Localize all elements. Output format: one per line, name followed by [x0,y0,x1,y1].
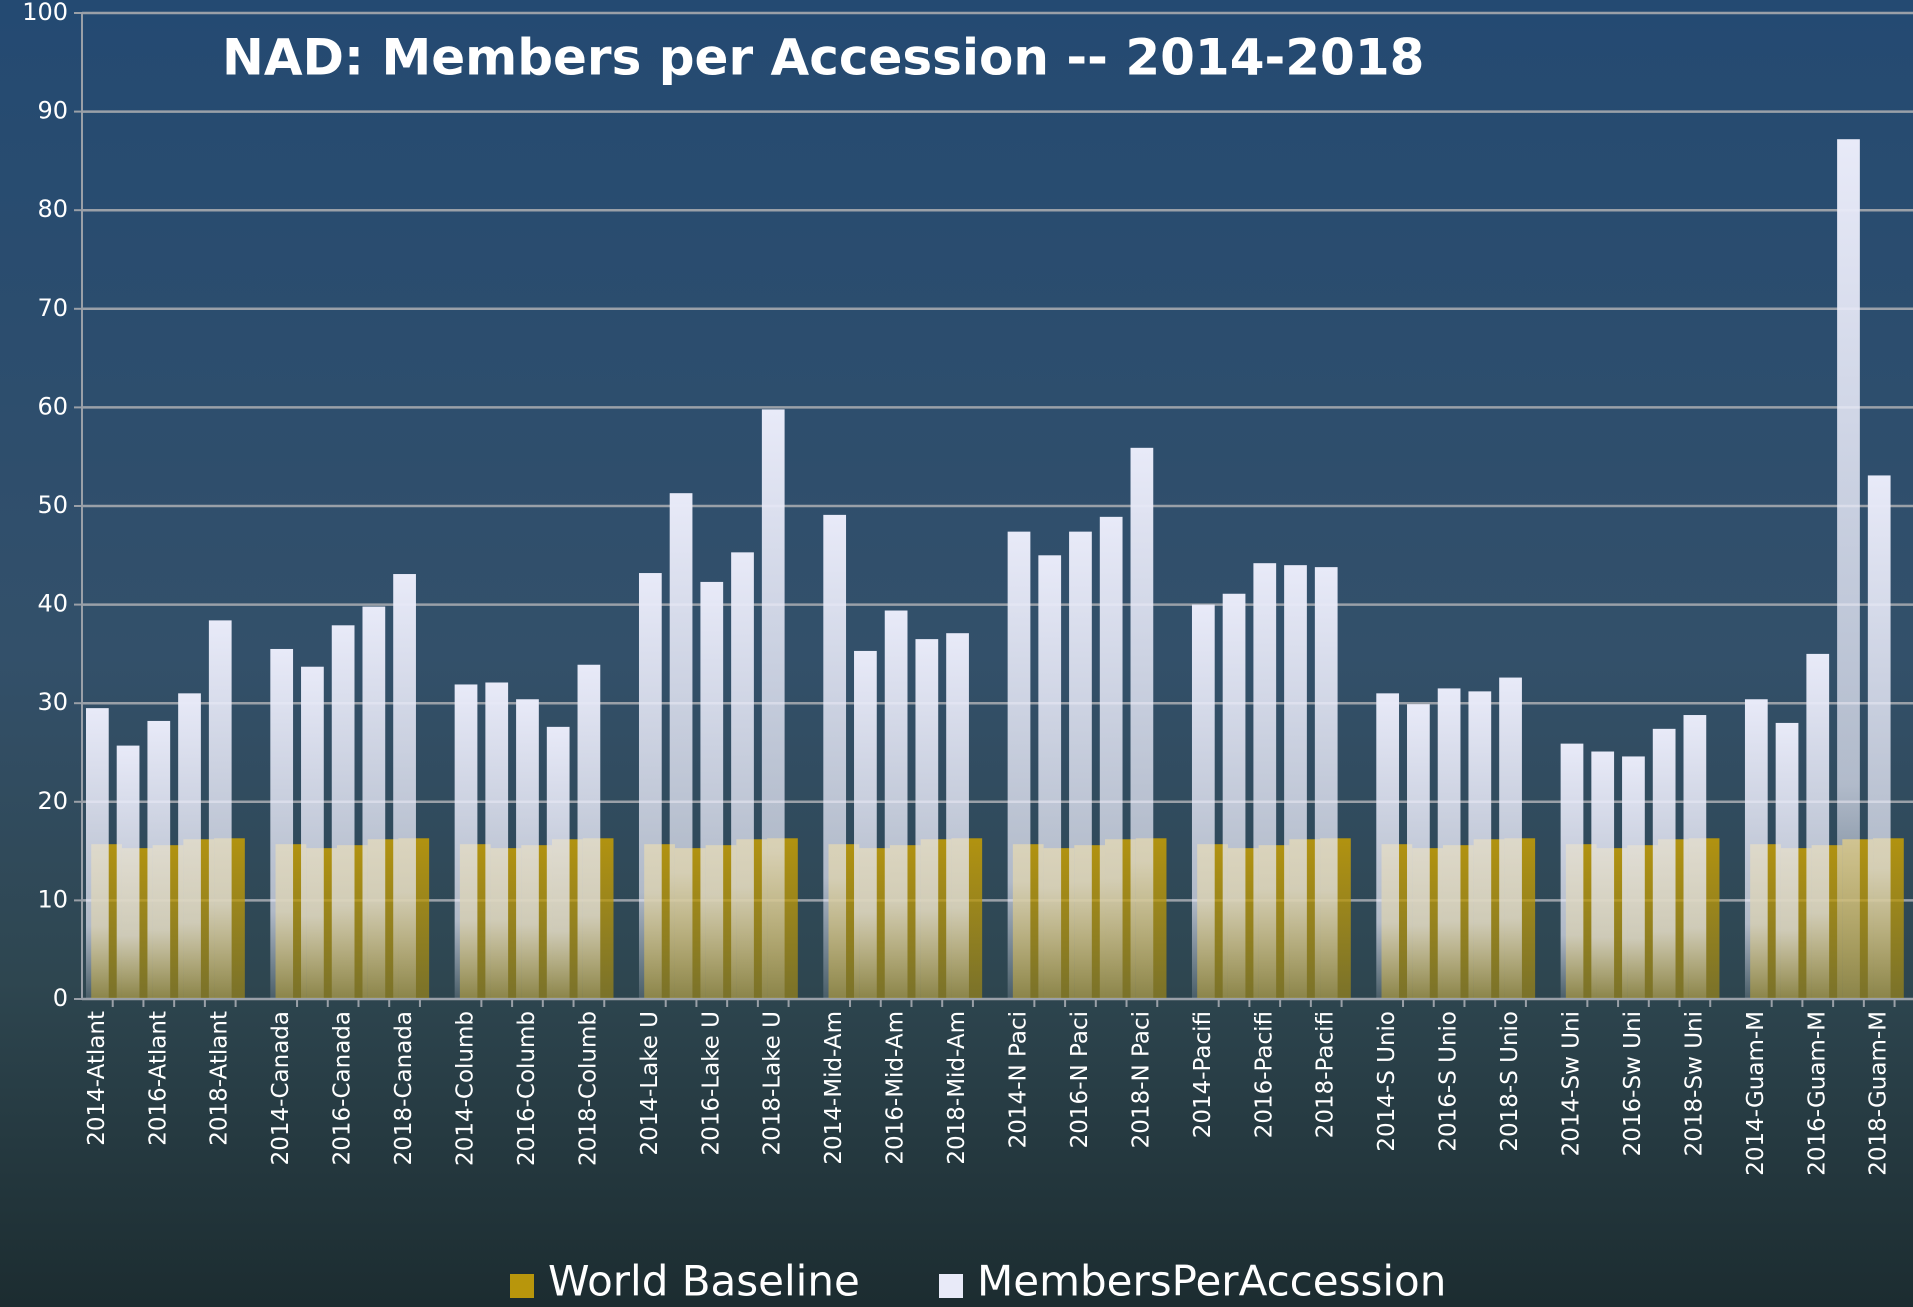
y-tick-label: 100 [22,0,68,26]
bar [854,651,877,999]
y-tick-label: 30 [37,688,68,716]
bar [1868,475,1891,999]
bar [516,699,539,999]
bar [1008,532,1031,999]
bar [1407,704,1430,999]
bar [1131,448,1154,999]
bar [332,625,355,999]
bar [1468,691,1491,999]
bar [1376,693,1399,999]
bar [1653,729,1676,999]
bar [393,574,416,999]
bar [578,665,601,999]
x-tick-label: 2014-S Unio [1374,1011,1400,1152]
x-tick-label: 2014-Mid-Am [821,1011,847,1165]
x-tick-label: 2014-Pacifi [1190,1011,1216,1138]
chart: NAD: Members per Accession -- 2014-2018 … [0,0,1913,1307]
x-tick-label: 2016-Sw Uni [1620,1011,1646,1156]
bar [117,746,140,999]
bar [178,693,201,999]
bar [639,573,662,999]
x-tick-label: 2014-N Paci [1006,1011,1032,1148]
bar [1192,605,1215,999]
y-tick-label: 60 [37,392,68,420]
bar [1684,715,1707,999]
x-tick-label: 2018-Lake U [760,1011,786,1156]
bar [1284,565,1307,999]
bar [1776,723,1799,999]
x-tick-label: 2016-N Paci [1067,1011,1093,1148]
y-tick-label: 50 [37,491,68,519]
bar [1069,532,1092,999]
bar [1100,517,1123,999]
bar [485,682,508,999]
x-tick-label: 2014-Guam-M [1743,1011,1769,1176]
bar [885,611,908,999]
bar [1591,752,1614,999]
bar [1438,688,1461,999]
bar [1622,756,1645,999]
x-tick-label: 2016-Guam-M [1804,1011,1830,1176]
bar [86,708,109,999]
y-tick-label: 80 [37,195,68,223]
x-tick-label: 2018-N Paci [1128,1011,1154,1148]
x-tick-label: 2014-Atlant [84,1011,110,1146]
bar [700,582,723,999]
x-tick-label: 2016-Columb [514,1011,540,1166]
y-tick-label: 20 [37,787,68,815]
x-tick-label: 2018-Sw Uni [1681,1011,1707,1156]
x-tick-label: 2016-Canada [330,1011,356,1165]
bar [762,409,785,999]
bar [1038,555,1061,999]
x-tick-label: 2016-Lake U [698,1011,724,1156]
bar [1806,654,1829,999]
x-tick-label: 2014-Sw Uni [1558,1011,1584,1156]
bar [823,515,846,999]
x-tick-label: 2014-Lake U [637,1011,663,1156]
bar [731,552,754,999]
x-tick-label: 2018-Guam-M [1866,1011,1892,1176]
bar [1223,594,1246,999]
legend-swatch [510,1274,534,1298]
bar [147,721,170,999]
y-tick-label: 90 [37,97,68,125]
bar [209,620,232,999]
bar [1499,678,1522,999]
x-tick-label: 2018-Columb [575,1011,601,1166]
x-tick-label: 2016-Atlant [145,1011,171,1146]
y-tick-label: 0 [53,984,68,1012]
bar [270,649,293,999]
x-tick-label: 2018-Canada [391,1011,417,1165]
x-tick-label: 2018-Pacifi [1313,1011,1339,1138]
legend-label: World Baseline [548,1257,860,1306]
x-tick-label: 2016-S Unio [1436,1011,1462,1152]
x-tick-label: 2014-Canada [268,1011,294,1165]
chart-title: NAD: Members per Accession -- 2014-2018 [222,29,1424,87]
x-tick-label: 2016-Mid-Am [883,1011,909,1165]
x-tick-label: 2018-Mid-Am [944,1011,970,1165]
bar [1837,139,1860,999]
bar [301,667,324,999]
bar [362,607,385,999]
x-tick-label: 2014-Columb [453,1011,479,1166]
bar [1315,567,1338,999]
legend-label: MembersPerAccession [977,1257,1446,1306]
x-tick-label: 2018-S Unio [1497,1011,1523,1152]
bar [915,639,938,999]
bar [1745,699,1768,999]
x-tick-label: 2016-Pacifi [1251,1011,1277,1138]
bar [1561,744,1584,999]
bar [670,493,693,999]
bar [1253,563,1276,999]
bar [946,633,969,999]
y-tick-label: 40 [37,590,68,618]
bar [547,727,570,999]
y-tick-label: 10 [37,885,68,913]
bar [455,684,478,999]
y-tick-label: 70 [37,294,68,322]
legend-swatch [939,1274,963,1298]
x-tick-label: 2018-Atlant [207,1011,233,1146]
